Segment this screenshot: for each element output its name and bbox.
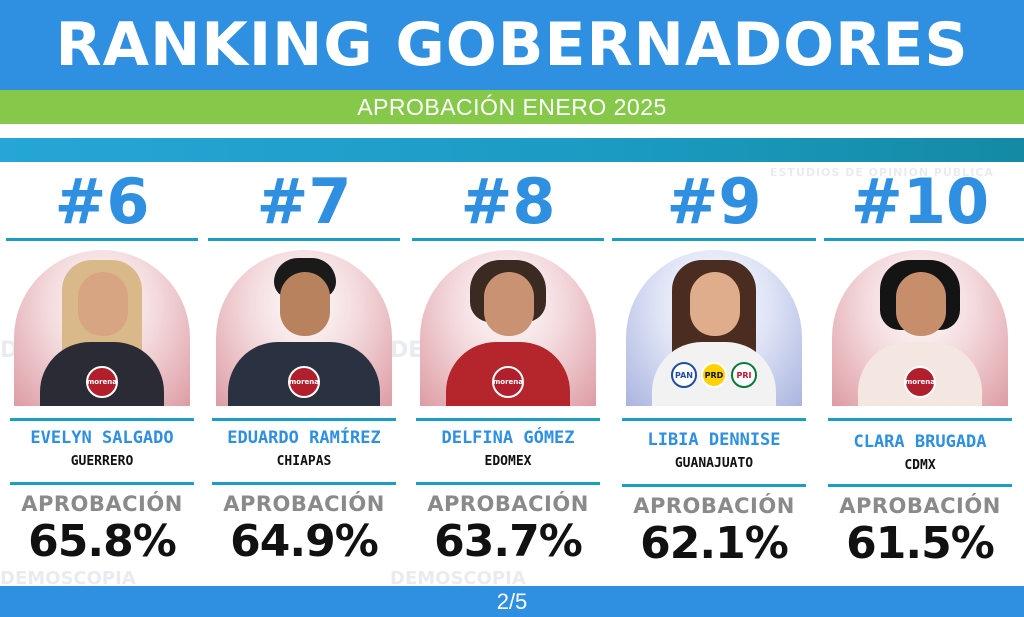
divider: [824, 238, 1024, 241]
governor-card: #6 morena EVELYN SALGADO GUERRERO APROBA…: [4, 166, 200, 584]
subtitle: APROBACIÓN ENERO 2025: [357, 93, 667, 120]
governor-state: GUERRERO: [70, 454, 134, 469]
divider: [10, 482, 194, 485]
morena-logo-icon: morena: [492, 366, 524, 398]
approval-label: APROBACIÓN: [633, 494, 795, 518]
divider: [416, 482, 600, 485]
governor-card: #8 morena DELFINA GÓMEZ EDOMEX APROBACIÓ…: [410, 166, 606, 584]
governor-state: GUANAJUATO: [674, 456, 754, 471]
decorative-stripe: [0, 138, 1024, 162]
divider: [612, 238, 816, 241]
divider: [212, 418, 396, 421]
face-shape: [78, 272, 128, 336]
rank-number: #6: [54, 165, 150, 238]
governor-card: #10 morena CLARA BRUGADA CDMX APROBACIÓN…: [822, 165, 1024, 584]
divider: [622, 418, 806, 421]
morena-logo-icon: morena: [288, 366, 320, 398]
approval-value: 65.8%: [28, 516, 177, 567]
face-shape: [896, 272, 946, 336]
governor-photo: morena: [420, 250, 596, 406]
divider: [10, 418, 194, 421]
morena-logo-icon: morena: [904, 366, 936, 398]
party-logos: PAN PRD PRI: [664, 362, 764, 390]
approval-value: 62.1%: [640, 518, 789, 569]
divider: [212, 482, 396, 485]
approval-label: APROBACIÓN: [427, 492, 589, 516]
morena-logo-icon: morena: [86, 366, 118, 398]
page-indicator: 2/5: [496, 588, 528, 614]
rank-number: #10: [850, 165, 990, 238]
rank-number: #9: [666, 165, 762, 238]
face-shape: [280, 272, 330, 336]
governor-name: DELFINA GÓMEZ: [441, 428, 575, 448]
governor-photo: morena: [832, 250, 1008, 406]
governor-state: EDOMEX: [484, 454, 532, 469]
governor-name: LIBIA DENNISE: [647, 430, 781, 450]
governor-state: CHIAPAS: [276, 454, 332, 469]
governor-photo: PAN PRD PRI: [626, 250, 802, 406]
divider: [828, 418, 1012, 421]
rank-number: #7: [256, 165, 352, 238]
approval-value: 61.5%: [846, 518, 995, 569]
subtitle-bar: APROBACIÓN ENERO 2025: [0, 90, 1024, 124]
divider: [208, 238, 400, 241]
approval-value: 63.7%: [434, 516, 583, 567]
page-title: RANKING GOBERNADORES: [55, 10, 969, 80]
governor-photo: morena: [216, 250, 392, 406]
approval-label: APROBACIÓN: [839, 494, 1001, 518]
approval-label: APROBACIÓN: [223, 492, 385, 516]
pan-logo-icon: PAN: [671, 362, 697, 388]
divider: [622, 484, 806, 487]
governor-photo: morena: [14, 250, 190, 406]
approval-label: APROBACIÓN: [21, 492, 183, 516]
governor-name: EDUARDO RAMÍREZ: [227, 428, 381, 448]
footer-bar: 2/5: [0, 586, 1024, 617]
governor-card: #9 PAN PRD PRI LIBIA DENNISE GUANAJUATO …: [612, 165, 816, 584]
divider: [828, 484, 1012, 487]
pri-logo-icon: PRI: [731, 362, 757, 388]
divider: [416, 418, 600, 421]
prd-logo-icon: PRD: [701, 362, 727, 388]
governor-card: #7 morena EDUARDO RAMÍREZ CHIAPAS APROBA…: [206, 166, 402, 584]
divider: [412, 238, 604, 241]
divider: [6, 238, 198, 241]
rank-number: #8: [460, 165, 556, 238]
face-shape: [484, 272, 534, 336]
approval-value: 64.9%: [230, 516, 379, 567]
governor-state: CDMX: [904, 458, 936, 473]
header-banner: RANKING GOBERNADORES: [0, 0, 1024, 90]
governor-name: CLARA BRUGADA: [853, 432, 987, 452]
face-shape: [690, 272, 740, 336]
governor-name: EVELYN SALGADO: [30, 428, 174, 448]
